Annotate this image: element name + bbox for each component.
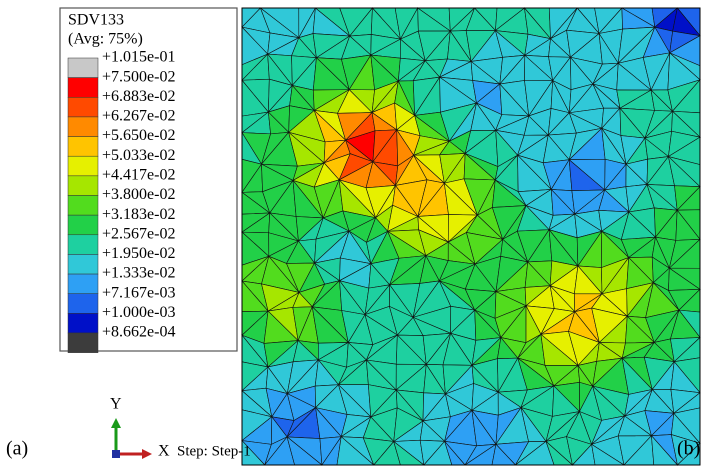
legend-label: +5.650e-02	[102, 127, 175, 144]
legend-label: +7.500e-02	[102, 68, 175, 85]
legend-subtitle: (Avg: 75%)	[68, 31, 143, 48]
legend-swatch	[68, 294, 98, 314]
legend-label: +2.567e-02	[102, 225, 175, 242]
panel-label: (b)	[677, 438, 700, 460]
x-arrow-head	[142, 449, 152, 459]
x-axis-label: X	[158, 443, 170, 460]
y-axis-label: Y	[110, 396, 122, 413]
z-marker	[112, 450, 120, 458]
legend-swatch	[68, 137, 98, 157]
legend-title: SDV133	[68, 12, 124, 29]
legend-swatch	[68, 156, 98, 176]
legend-swatch	[68, 333, 98, 353]
legend-swatch	[68, 117, 98, 137]
panel-label: (a)	[6, 438, 28, 460]
legend-label: +6.267e-02	[102, 108, 175, 125]
legend-label: +3.183e-02	[102, 206, 175, 223]
contour-plot	[242, 8, 700, 465]
legend-swatch	[68, 235, 98, 255]
y-arrow-head	[111, 418, 121, 428]
legend-label: +1.950e-02	[102, 245, 175, 262]
legend-swatch	[68, 313, 98, 333]
legend-label: +8.662e-04	[102, 324, 175, 341]
legend-label: +1.333e-02	[102, 265, 175, 282]
legend-label: +3.800e-02	[102, 186, 175, 203]
legend-swatch	[68, 58, 98, 78]
legend-label: +4.417e-02	[102, 167, 175, 184]
legend-swatch	[68, 78, 98, 98]
legend-scale: +1.015e-01 +7.500e-02 +6.883e-02 +6.267e-02…	[68, 49, 175, 353]
legend-swatch	[68, 215, 98, 235]
legend-label: +6.883e-02	[102, 88, 175, 105]
legend-label: +7.167e-03	[102, 284, 175, 301]
legend-label: +5.033e-02	[102, 147, 175, 164]
legend-swatch	[68, 196, 98, 216]
legend-label: +1.015e-01	[102, 49, 175, 66]
legend-swatch	[68, 254, 98, 274]
step-label: Step: Step-1	[177, 443, 251, 459]
axis-triad: Y X	[110, 396, 170, 460]
legend-swatch	[68, 97, 98, 117]
legend-swatch	[68, 274, 98, 294]
legend-label: +1.000e-03	[102, 304, 175, 321]
legend-swatch	[68, 176, 98, 196]
figure: SDV133 (Avg: 75%) +1.015e-01 +7.500e-02 +6…	[0, 0, 714, 470]
